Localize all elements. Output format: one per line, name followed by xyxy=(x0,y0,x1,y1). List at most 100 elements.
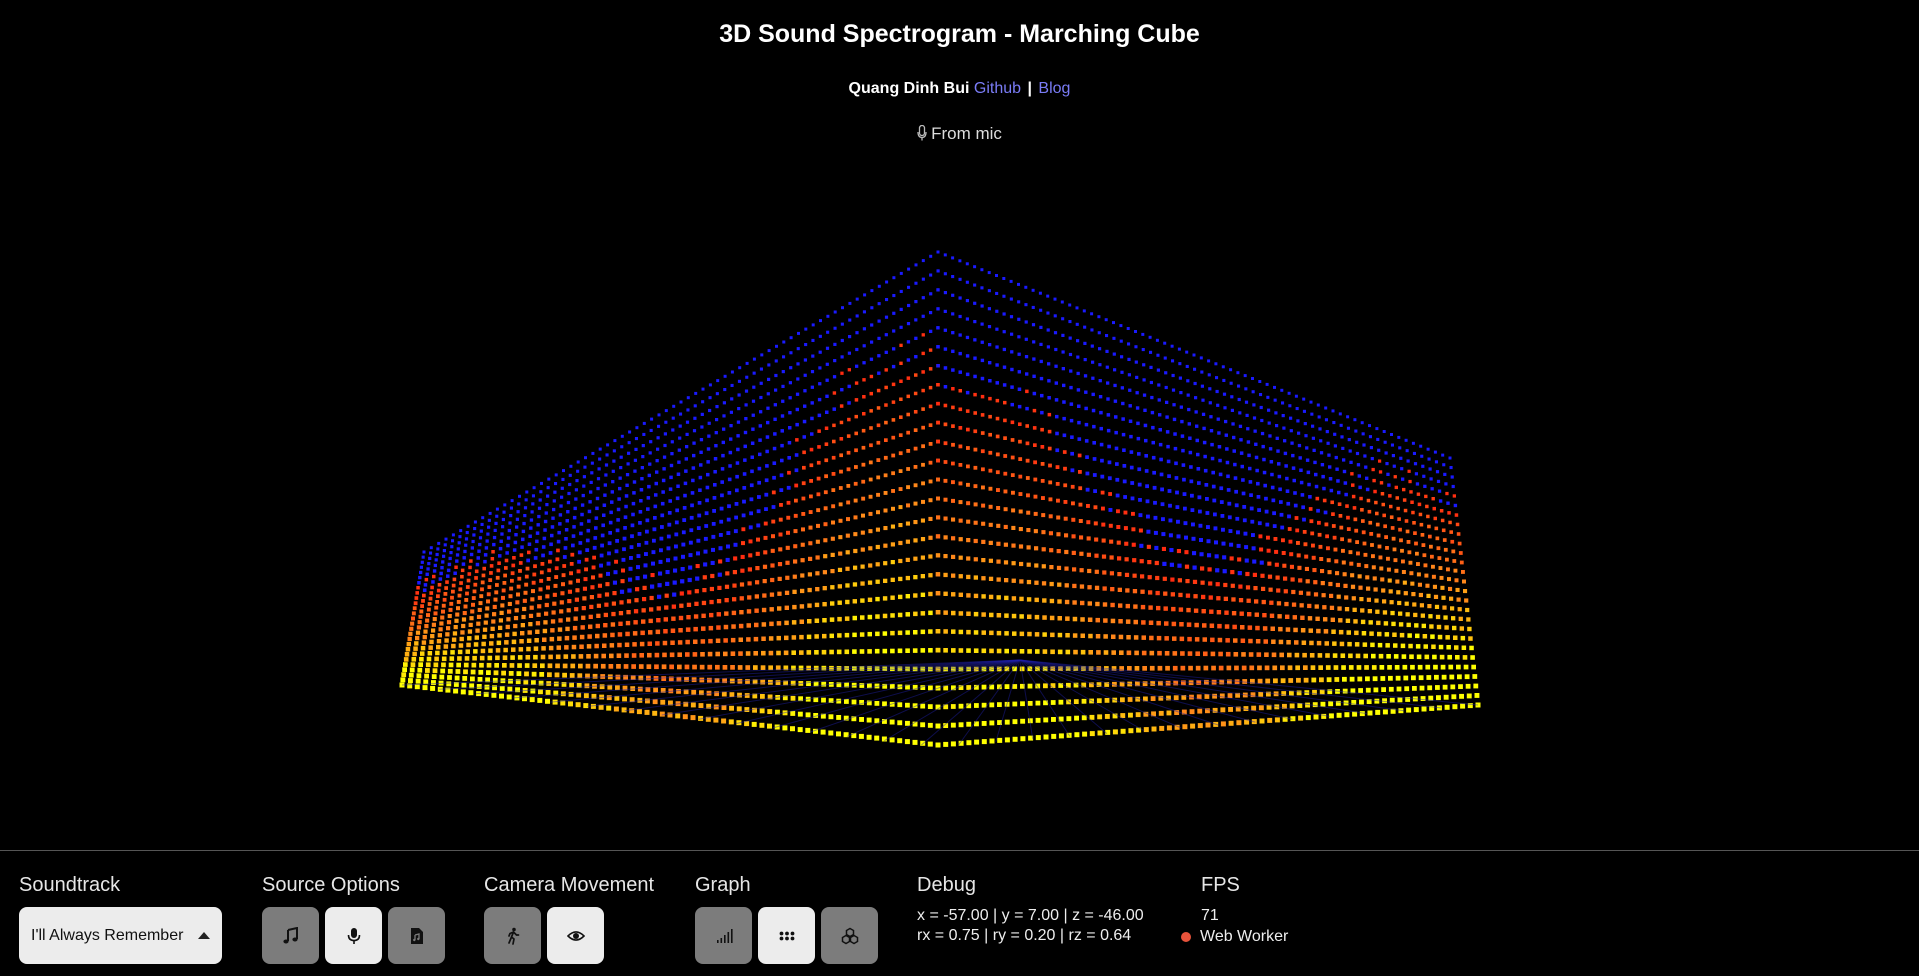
spectrum-point xyxy=(943,422,948,427)
spectrum-point xyxy=(794,468,799,473)
spectrum-point xyxy=(966,629,971,635)
spectrum-point xyxy=(958,685,964,690)
source-music-button[interactable] xyxy=(262,907,319,964)
spectrum-point xyxy=(1394,485,1398,490)
spectrum-point xyxy=(1004,684,1010,689)
spectrum-point xyxy=(1070,435,1074,439)
spectrum-point xyxy=(654,481,658,486)
soundtrack-select[interactable]: I'll Always Remember xyxy=(19,907,222,964)
spectrum-point xyxy=(1061,317,1065,321)
spectrum-point xyxy=(451,583,456,588)
spectrum-point xyxy=(791,620,797,625)
spectrum-point xyxy=(1295,407,1299,411)
spectrum-point xyxy=(776,621,782,626)
spectrum-point xyxy=(585,663,591,669)
spectrum-point xyxy=(1230,570,1235,575)
spectrum-point xyxy=(575,588,580,593)
graph-points-button[interactable] xyxy=(758,907,815,964)
spectrum-point xyxy=(572,525,576,529)
spectrum-point xyxy=(742,499,746,504)
spectrum-point xyxy=(866,700,872,706)
spectrum-point xyxy=(965,390,970,395)
spectrum-point xyxy=(1157,398,1161,402)
spectrum-point xyxy=(874,718,880,724)
spectrum-point xyxy=(995,274,998,277)
spectrum-point xyxy=(1097,315,1101,319)
spectrum-point xyxy=(644,709,650,715)
blog-link[interactable]: Blog xyxy=(1038,80,1071,97)
spectrum-point xyxy=(1432,654,1437,660)
spectrum-point xyxy=(488,578,493,582)
spectrum-point xyxy=(892,311,896,315)
spectrum-point xyxy=(1401,559,1405,564)
spectrum-point xyxy=(1299,603,1304,608)
spectrum-point xyxy=(882,631,888,636)
spectrum-point xyxy=(576,569,581,574)
spectrum-point xyxy=(1446,501,1450,505)
spectrum-point xyxy=(1313,714,1319,720)
spectrum-point xyxy=(581,606,586,611)
spectrogram-canvas[interactable] xyxy=(0,160,1919,850)
spectrum-point xyxy=(921,351,925,356)
spectrum-point xyxy=(767,349,771,353)
spectrum-point xyxy=(1304,554,1309,559)
spectrum-point xyxy=(677,640,683,645)
graph-bars-button[interactable] xyxy=(695,907,752,964)
spectrum-point xyxy=(836,666,842,671)
spectrum-point xyxy=(410,662,416,667)
spectrum-point xyxy=(661,490,665,494)
spectrum-point xyxy=(854,414,858,419)
spectrum-point xyxy=(822,618,827,623)
camera-look-button[interactable] xyxy=(547,907,604,964)
spectrum-point xyxy=(625,483,629,487)
spectrum-point xyxy=(1107,444,1111,449)
github-link[interactable]: Github xyxy=(973,80,1022,97)
source-mic-button[interactable] xyxy=(325,907,382,964)
spectrum-point xyxy=(579,522,584,526)
spectrum-point xyxy=(524,498,528,502)
spectrum-point xyxy=(419,565,423,569)
spectrum-point xyxy=(1374,698,1380,704)
spectrum-point xyxy=(1010,367,1014,372)
spectrum-point xyxy=(1230,408,1234,412)
graph-cubes-button[interactable] xyxy=(821,907,878,964)
spectrum-point xyxy=(1147,575,1152,580)
source-file-button[interactable] xyxy=(388,907,445,964)
spectrum-point xyxy=(747,567,752,572)
spectrum-point xyxy=(1298,715,1304,721)
spectrum-point xyxy=(837,567,843,572)
spectrum-point xyxy=(838,551,843,556)
spectrum-point xyxy=(1166,710,1172,716)
spectrum-point xyxy=(1430,634,1435,639)
spectrum-point xyxy=(1216,403,1220,407)
camera-walk-button[interactable] xyxy=(484,907,541,964)
spectrum-point xyxy=(570,663,576,669)
spectrum-point xyxy=(614,559,618,564)
spectrum-point xyxy=(1298,456,1302,460)
spectrum-point xyxy=(1180,419,1184,424)
spectrum-point xyxy=(685,420,690,424)
spectrum-point xyxy=(913,611,918,617)
spectrum-point xyxy=(1464,598,1469,603)
spectrum-point xyxy=(1475,702,1481,708)
spectrum-point xyxy=(1443,472,1447,476)
spectrum-point xyxy=(1043,717,1049,723)
spectrum-point xyxy=(1145,499,1150,504)
spectrum-point xyxy=(838,535,843,540)
spectrum-point xyxy=(785,575,790,580)
spectrum-point xyxy=(1284,601,1289,607)
spectrum-point xyxy=(644,540,649,545)
spectrum-point xyxy=(890,648,895,654)
spectrum-point xyxy=(694,391,698,395)
spectrum-point xyxy=(1074,715,1079,721)
spectrum-point xyxy=(415,630,421,635)
spectrum-point xyxy=(404,652,410,657)
spectrum-point xyxy=(981,594,986,599)
spectrum-point xyxy=(610,632,615,638)
spectrum-point xyxy=(618,611,624,616)
spectrum-point xyxy=(655,459,659,463)
spectrum-point xyxy=(1348,665,1354,670)
spectrum-point xyxy=(966,446,970,450)
spectrum-point xyxy=(423,629,428,634)
spectrum-point xyxy=(1076,388,1081,392)
